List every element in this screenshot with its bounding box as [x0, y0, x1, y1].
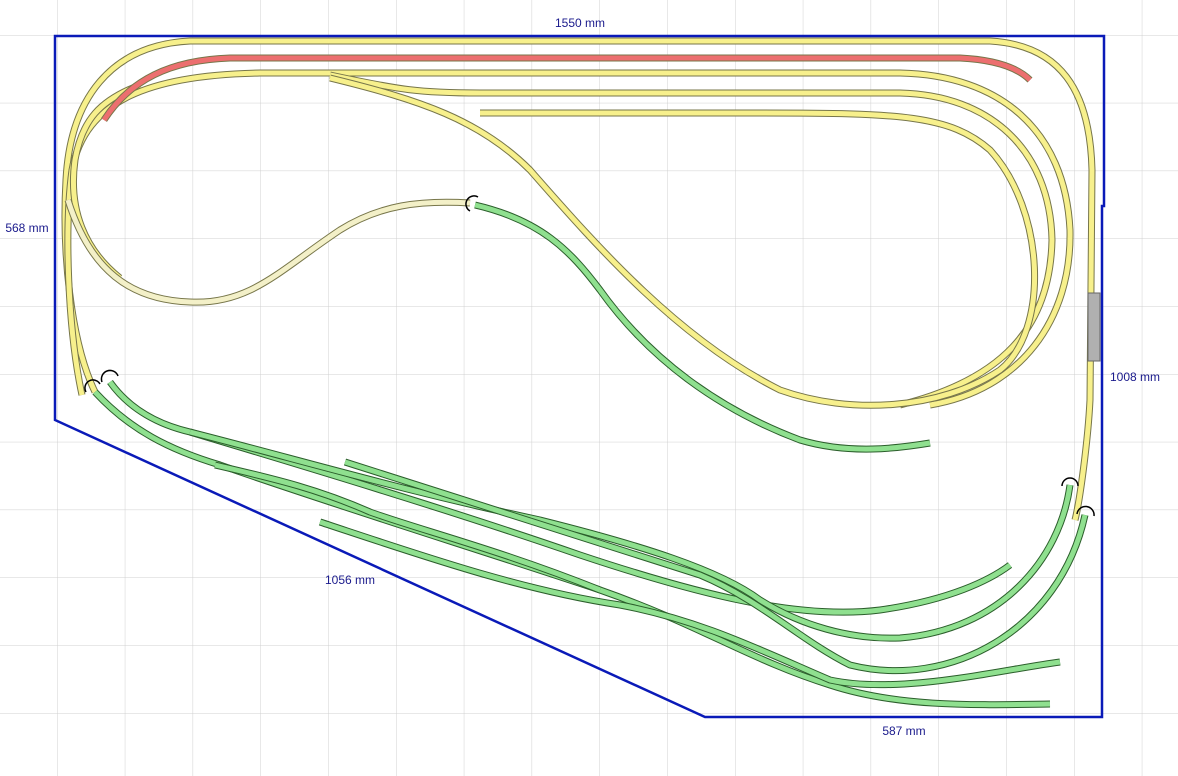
end-marker — [100, 369, 119, 383]
track — [329, 72, 1055, 408]
track — [214, 462, 601, 593]
end-marker — [1076, 505, 1095, 517]
track-ends — [84, 195, 1095, 517]
dimension-label: 1550 mm — [555, 16, 605, 30]
bridge — [1087, 292, 1101, 362]
track — [65, 70, 1073, 408]
end-marker — [1061, 477, 1079, 487]
track — [474, 202, 931, 452]
track — [329, 75, 1038, 408]
track — [319, 519, 1061, 688]
track — [189, 429, 1073, 641]
dimension-label: 1008 mm — [1110, 370, 1160, 384]
dimension-label: 568 mm — [5, 221, 48, 235]
board-outline — [53, 34, 1106, 719]
track — [65, 199, 471, 305]
track — [107, 380, 1012, 615]
dimension-label: 587 mm — [882, 724, 925, 738]
track-selected — [101, 55, 1032, 122]
end-marker — [465, 195, 479, 212]
tracks — [61, 37, 1096, 709]
end-marker — [84, 379, 101, 393]
track — [344, 459, 1088, 674]
dimension-label: 1056 mm — [325, 573, 375, 587]
